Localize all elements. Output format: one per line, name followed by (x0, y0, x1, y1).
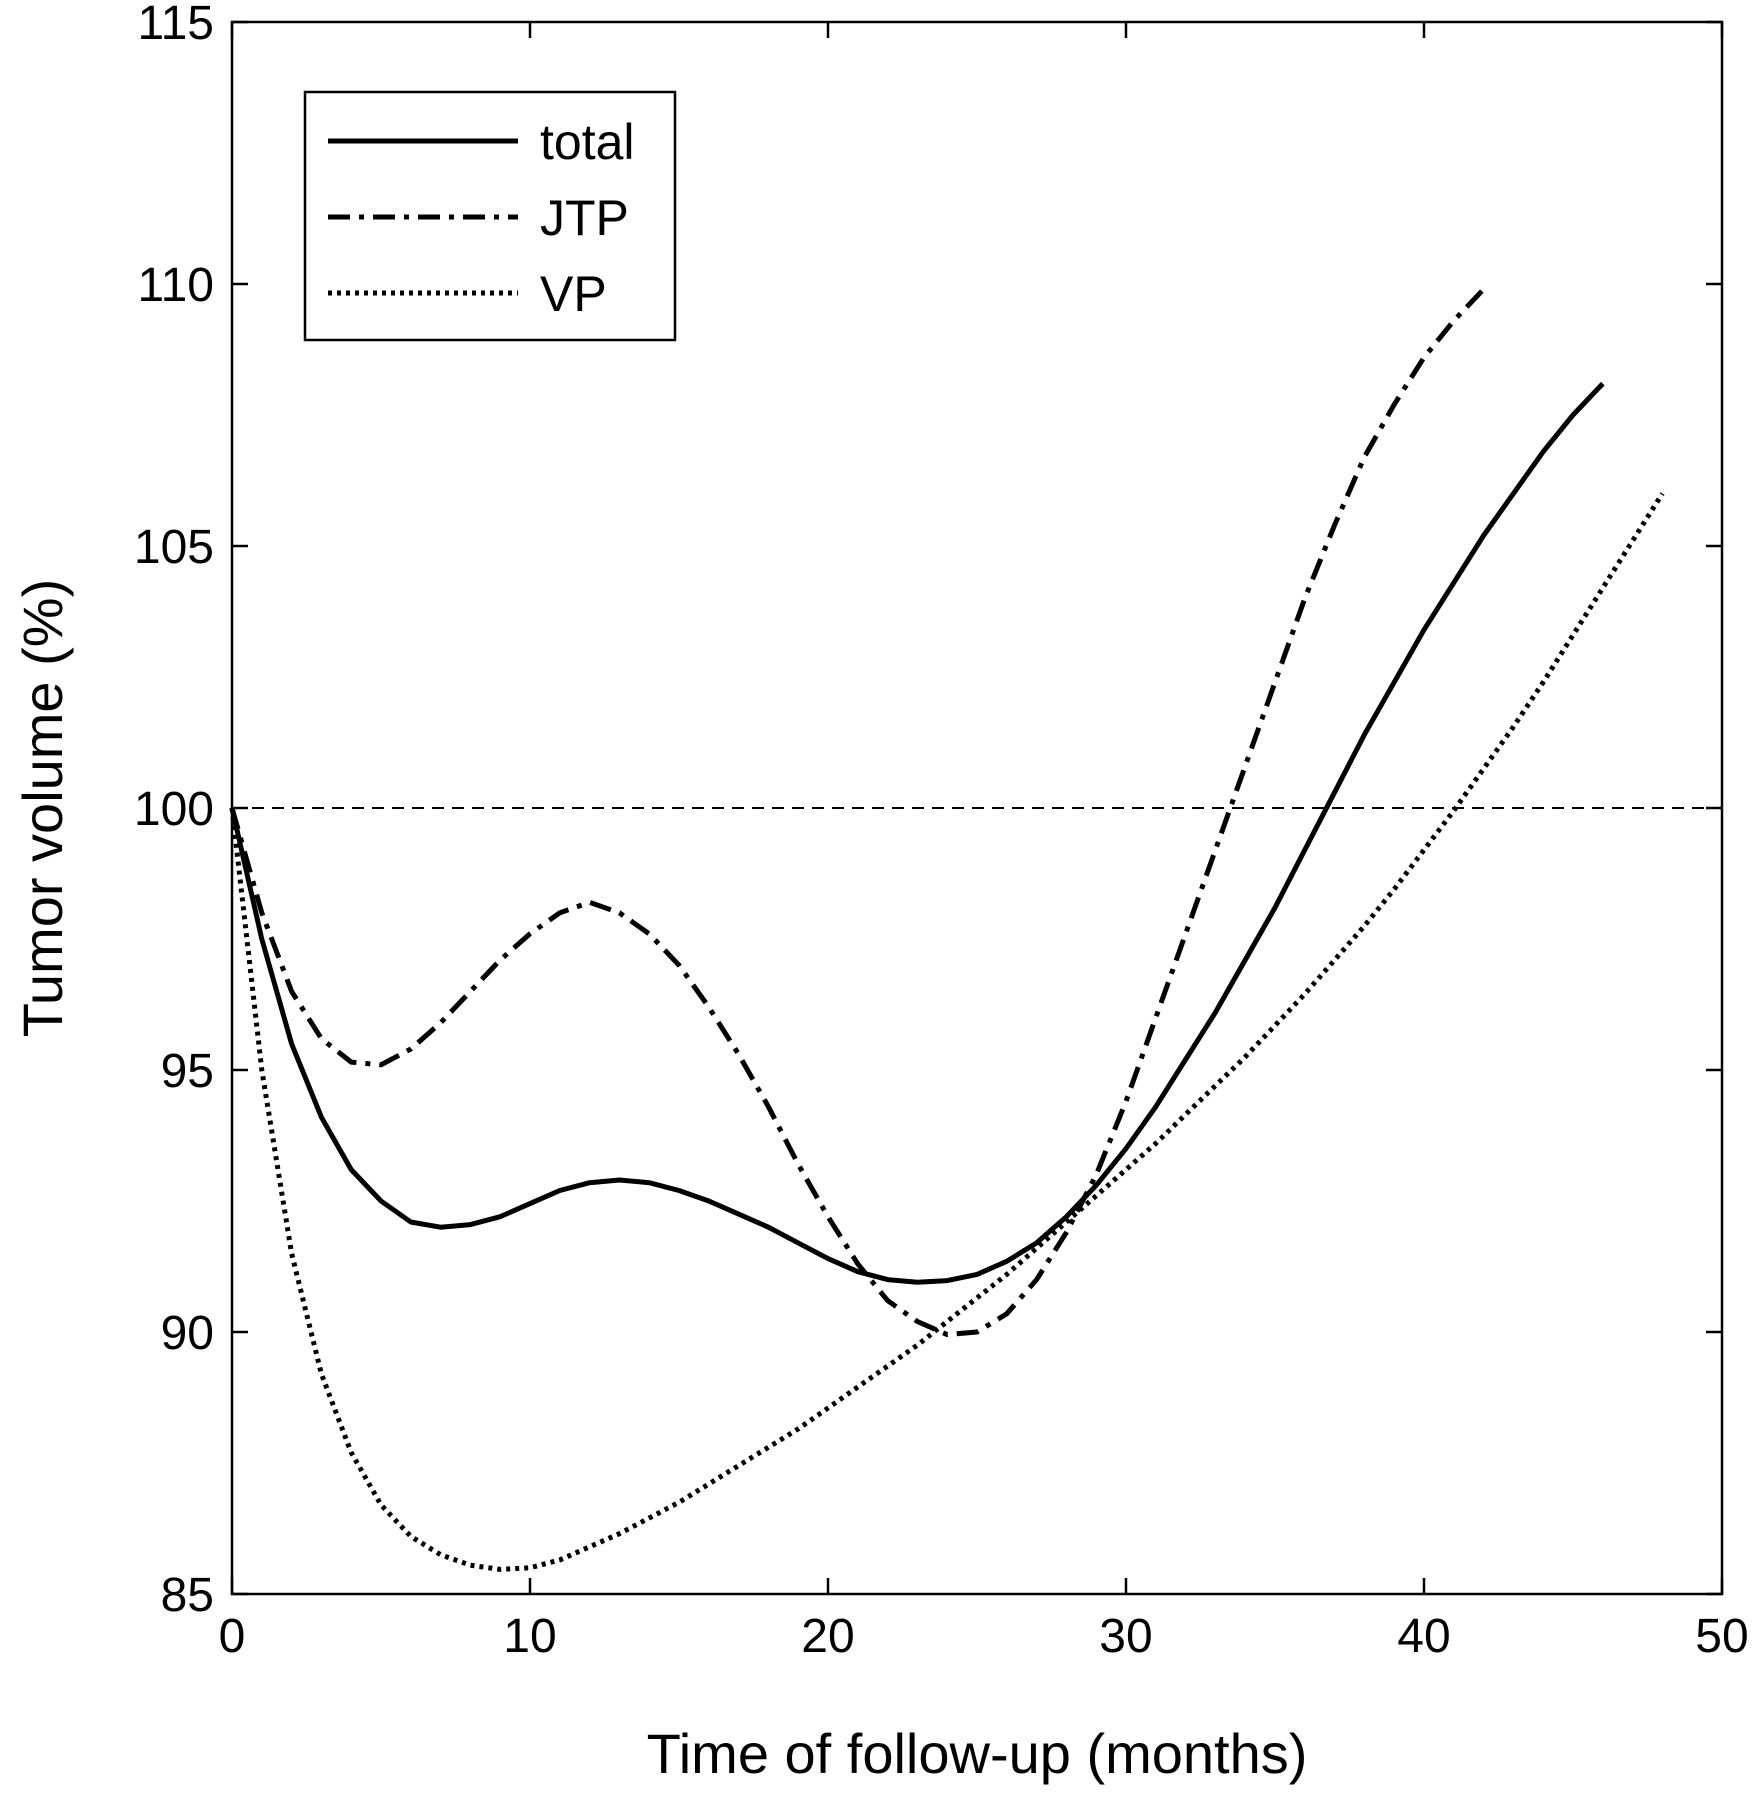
legend-label: VP (540, 266, 607, 322)
axis-ticks: 0 10 20 30 40 50 85 90 95 100 105 110 115 (134, 0, 1749, 1663)
series-line-jtp (229, 287, 1486, 1338)
x-tick-label: 0 (219, 1610, 246, 1663)
x-tick-label: 40 (1397, 1610, 1450, 1663)
y-tick-label: 85 (161, 1569, 214, 1622)
legend: total JTP VP (303, 90, 677, 342)
y-tick-label: 115 (137, 0, 214, 50)
legend-label: JTP (540, 190, 629, 246)
x-axis-label: Time of follow-up (months) (647, 1722, 1308, 1785)
x-tick-label: 30 (1099, 1610, 1152, 1663)
y-tick-label: 105 (134, 521, 214, 574)
y-axis-label: Tumor volume (%) (11, 579, 74, 1037)
x-tick-label: 20 (801, 1610, 854, 1663)
y-tick-label: 90 (161, 1307, 214, 1360)
y-tick-label: 110 (137, 259, 214, 312)
x-tick-label: 50 (1695, 1610, 1748, 1663)
plot-area (229, 287, 1722, 1572)
x-tick-label: 10 (503, 1610, 556, 1663)
legend-box (303, 90, 677, 342)
legend-label: total (540, 114, 635, 170)
y-tick-label: 95 (161, 1045, 214, 1098)
series-line-total (229, 381, 1605, 1285)
series-line-vp (229, 492, 1665, 1572)
y-tick-label: 100 (134, 783, 214, 836)
